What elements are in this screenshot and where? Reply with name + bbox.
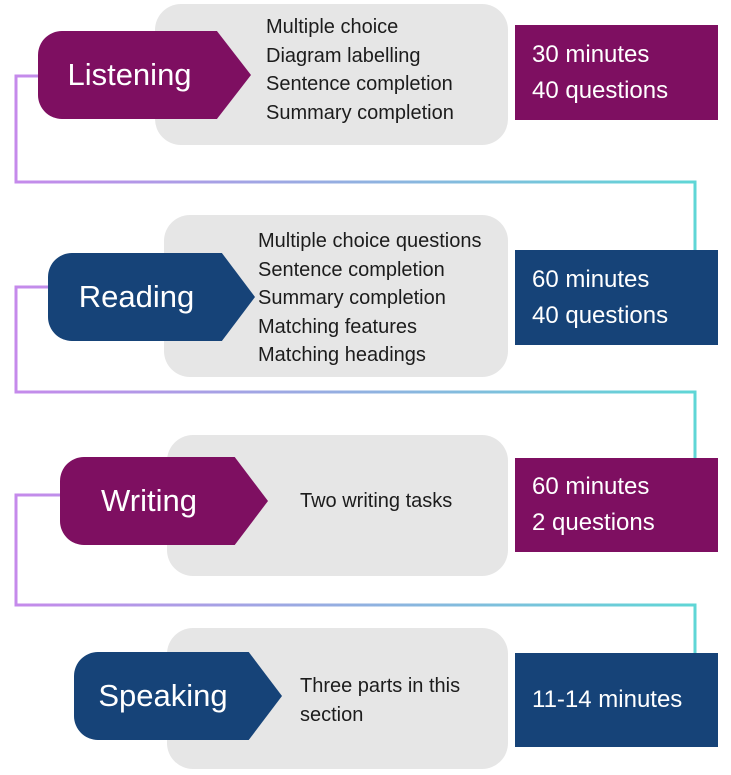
connector-reading-writing <box>14 285 697 460</box>
writing-stats: 60 minutes 2 questions <box>515 458 718 552</box>
list-item: Multiple choice questions <box>258 230 482 252</box>
reading-stats: 60 minutes 40 questions <box>515 250 718 345</box>
listening-stats: 30 minutes 40 questions <box>515 25 718 120</box>
question-count-label: 40 questions <box>532 301 669 329</box>
connector-writing-speaking <box>14 493 697 654</box>
speaking-badge: Speaking <box>74 652 282 740</box>
list-item: Multiple choice <box>266 16 399 38</box>
duration-label: 60 minutes <box>532 265 650 293</box>
list-item: Summary completion <box>266 101 454 124</box>
writing-badge: Writing <box>60 457 268 545</box>
section-title: Listening <box>67 57 192 92</box>
list-item: Two writing tasks <box>300 490 453 512</box>
list-item: Matching features <box>258 315 417 338</box>
connector-listening-reading <box>14 74 697 252</box>
duration-label: 30 minutes <box>532 40 650 68</box>
list-item: Three parts in this <box>300 675 461 697</box>
writing-task-list: Two writing tasks <box>300 487 452 516</box>
listening-task-list: Multiple choice Diagram labelling Senten… <box>266 13 454 127</box>
duration-label: 60 minutes <box>532 473 650 500</box>
section-title: Writing <box>101 483 197 518</box>
section-title: Speaking <box>98 678 228 713</box>
listening-badge: Listening <box>38 31 251 119</box>
list-item: section <box>300 703 364 726</box>
duration-label: 11-14 minutes <box>532 686 683 713</box>
list-item: Sentence completion <box>258 258 445 281</box>
reading-task-list: Multiple choice questions Sentence compl… <box>258 227 481 370</box>
question-count-label: 40 questions <box>532 76 669 104</box>
section-title: Reading <box>78 279 195 314</box>
question-count-label: 2 questions <box>532 509 655 536</box>
list-item: Diagram labelling <box>266 44 421 67</box>
list-item: Sentence completion <box>266 73 453 95</box>
list-item: Matching headings <box>258 344 426 366</box>
list-item: Summary completion <box>258 287 446 309</box>
reading-badge: Reading <box>48 253 255 341</box>
speaking-stats: 11-14 minutes <box>515 653 718 747</box>
speaking-task-list: Three parts in this section <box>300 672 460 729</box>
